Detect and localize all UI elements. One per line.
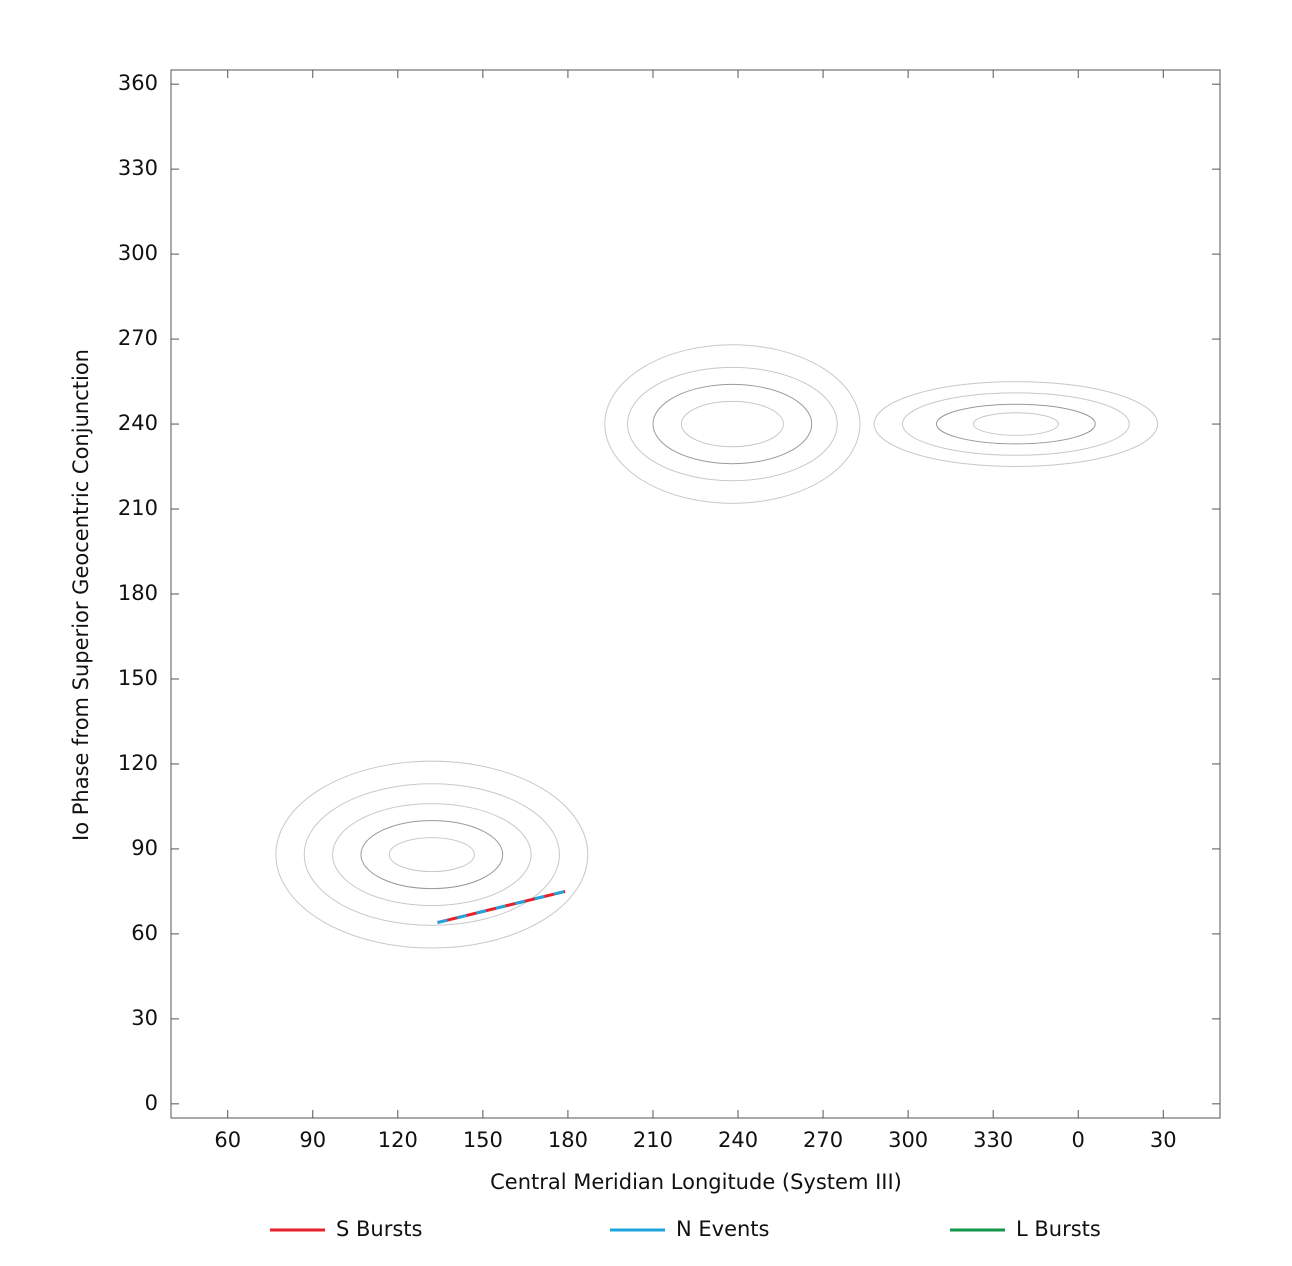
legend-label: L Bursts — [1016, 1217, 1101, 1241]
x-tick-label: 120 — [378, 1128, 418, 1152]
contour — [626, 366, 838, 482]
contour — [275, 760, 589, 949]
x-tick-label: 210 — [633, 1128, 673, 1152]
contour — [303, 783, 560, 926]
legend-label: S Bursts — [336, 1217, 422, 1241]
contour — [388, 837, 475, 873]
x-tick-label: 150 — [463, 1128, 503, 1152]
contour — [360, 820, 504, 890]
x-tick-label: 30 — [1150, 1128, 1177, 1152]
contour — [332, 803, 532, 907]
contour — [873, 381, 1159, 468]
x-axis-label: Central Meridian Longitude (System III) — [490, 1170, 902, 1194]
x-tick-label: 90 — [299, 1128, 326, 1152]
x-tick-label: 270 — [803, 1128, 843, 1152]
plot-frame — [170, 69, 1221, 1119]
y-tick-label: 90 — [131, 836, 158, 860]
contour — [680, 400, 784, 448]
legend-label: N Events — [676, 1217, 770, 1241]
y-tick-label: 330 — [118, 156, 158, 180]
y-tick-label: 0 — [145, 1091, 158, 1115]
x-tick-label: 0 — [1072, 1128, 1085, 1152]
x-tick-label: 330 — [973, 1128, 1013, 1152]
x-tick-label: 300 — [888, 1128, 928, 1152]
contour — [901, 392, 1130, 456]
x-tick-label: 60 — [214, 1128, 241, 1152]
y-tick-label: 360 — [118, 71, 158, 95]
y-tick-label: 270 — [118, 326, 158, 350]
y-tick-label: 60 — [131, 921, 158, 945]
y-tick-label: 240 — [118, 411, 158, 435]
y-tick-label: 180 — [118, 581, 158, 605]
y-tick-label: 300 — [118, 241, 158, 265]
series-line — [437, 889, 566, 925]
x-tick-label: 180 — [548, 1128, 588, 1152]
y-tick-label: 150 — [118, 666, 158, 690]
contour — [604, 344, 861, 504]
contour — [935, 403, 1096, 445]
contour — [972, 412, 1059, 436]
y-tick-label: 210 — [118, 496, 158, 520]
y-tick-label: 30 — [131, 1006, 158, 1030]
y-tick-label: 120 — [118, 751, 158, 775]
y-axis-label: Io Phase from Superior Geocentric Conjun… — [69, 349, 93, 841]
contour — [652, 383, 813, 465]
x-tick-label: 240 — [718, 1128, 758, 1152]
